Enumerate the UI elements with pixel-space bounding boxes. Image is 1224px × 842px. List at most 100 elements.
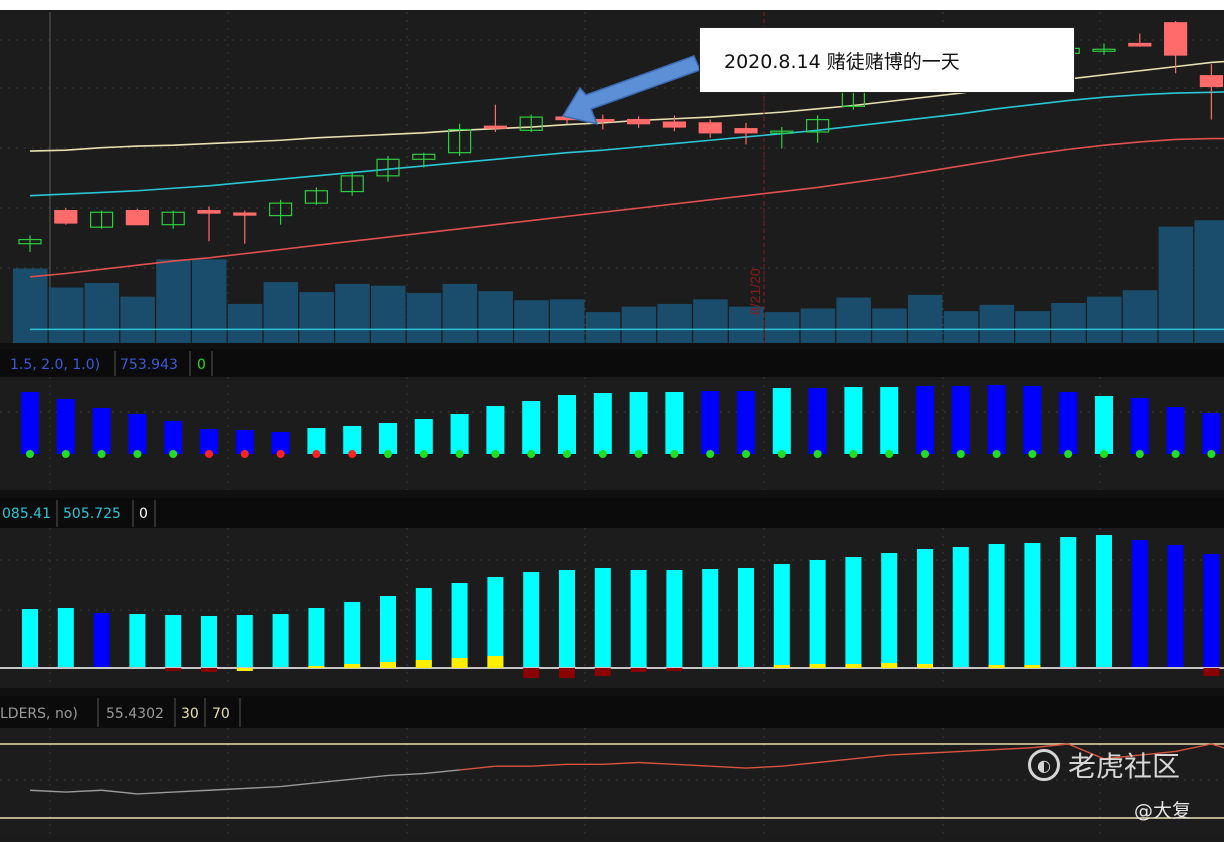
signal-dot — [61, 450, 70, 458]
volume-bar — [192, 259, 227, 343]
rsi-segment — [924, 750, 961, 754]
signal-dot — [276, 450, 285, 458]
rsi-panel — [0, 728, 1224, 837]
volume-bar — [84, 283, 120, 343]
histogram-bar — [1060, 537, 1077, 667]
histogram-bar — [809, 664, 826, 668]
candle-body — [233, 212, 257, 216]
rsi-segment — [710, 765, 747, 769]
candle-body — [1128, 42, 1152, 47]
histogram-bar — [844, 387, 863, 454]
histogram-bar — [415, 588, 432, 667]
signal-dot — [670, 450, 679, 458]
signal-dot — [455, 450, 464, 458]
volume-bar — [156, 259, 191, 343]
signal-dot — [813, 450, 822, 458]
histogram-bar — [773, 564, 790, 667]
candle-body — [626, 118, 651, 125]
candle-body — [161, 211, 185, 226]
signal-dot — [240, 450, 249, 458]
rsi-segment — [244, 785, 281, 790]
signal-dot — [1171, 450, 1180, 458]
rsi-segment — [960, 748, 997, 753]
histogram-bar — [487, 656, 504, 668]
histogram-bar — [415, 660, 432, 668]
histogram-bar — [128, 414, 147, 454]
volume-bar — [299, 292, 334, 343]
candlestick — [626, 116, 651, 128]
volume-bar — [693, 299, 728, 343]
candlestick — [125, 208, 150, 226]
histogram-bar — [1203, 554, 1220, 667]
candlestick — [54, 208, 78, 225]
indicator1-histogram — [21, 385, 1221, 458]
histogram-bar — [450, 414, 469, 454]
candle-body — [734, 128, 758, 134]
histogram-bar — [200, 429, 218, 454]
panel-separator — [0, 343, 1224, 349]
candle-body — [304, 190, 328, 204]
volume-bar — [979, 304, 1015, 343]
indicator2-histogram — [0, 535, 1224, 678]
signal-dot — [312, 450, 321, 458]
histogram-bar — [380, 662, 396, 668]
histogram-bar — [523, 572, 540, 667]
rsi-upper: 70 — [212, 706, 230, 722]
candle-body — [805, 118, 830, 133]
signal-dot — [1028, 450, 1037, 458]
volume-bar — [120, 296, 155, 343]
histogram-bar — [272, 614, 289, 667]
histogram-bar — [414, 419, 433, 454]
rsi-segment — [1175, 743, 1212, 753]
histogram-bar — [22, 609, 38, 667]
histogram-bar — [522, 401, 541, 454]
volume-bar — [872, 308, 907, 343]
indicator2-zero: 0 — [139, 506, 148, 522]
candle-body — [89, 211, 114, 228]
signal-dot — [205, 450, 213, 458]
histogram-bar — [379, 423, 397, 454]
histogram-bar — [201, 668, 217, 672]
candlestick — [1128, 33, 1152, 47]
rsi-segment — [1067, 743, 1105, 760]
signal-dot — [921, 450, 929, 458]
volume-bar — [585, 312, 621, 343]
volume-bar — [764, 312, 800, 343]
candle-body — [125, 210, 150, 226]
histogram-bar — [344, 602, 361, 667]
histogram-bar — [594, 668, 611, 676]
signal-dot — [1100, 450, 1108, 458]
candle-body — [519, 116, 543, 131]
rsi-segment — [996, 747, 1033, 751]
candlestick — [269, 199, 293, 225]
candle-body — [770, 130, 794, 134]
candlestick — [18, 235, 42, 252]
volume-bar — [800, 308, 836, 343]
candle-body — [54, 210, 78, 224]
rsi-segment — [387, 772, 424, 777]
histogram-bar — [486, 406, 505, 454]
candlestick — [1199, 64, 1224, 120]
volume-bar — [478, 291, 513, 343]
volume-bar — [13, 268, 48, 343]
histogram-bar — [666, 570, 683, 667]
candlestick — [805, 115, 830, 143]
histogram-bar — [1167, 545, 1184, 667]
volume-bar — [406, 293, 442, 343]
histogram-bar — [630, 668, 647, 672]
volume-bar — [657, 303, 692, 343]
histogram-bar — [380, 596, 396, 667]
histogram-bar — [594, 568, 611, 667]
histogram-bar — [845, 557, 862, 667]
rsi-line — [29, 743, 1224, 795]
rsi-segment — [65, 789, 102, 793]
rsi-segment — [853, 754, 890, 760]
rsi-segment — [280, 782, 317, 788]
rsi-segment — [817, 758, 854, 764]
candle-body — [1092, 48, 1116, 52]
histogram-bar — [1059, 392, 1078, 454]
candlestick — [376, 155, 400, 182]
candle-body — [269, 202, 293, 217]
